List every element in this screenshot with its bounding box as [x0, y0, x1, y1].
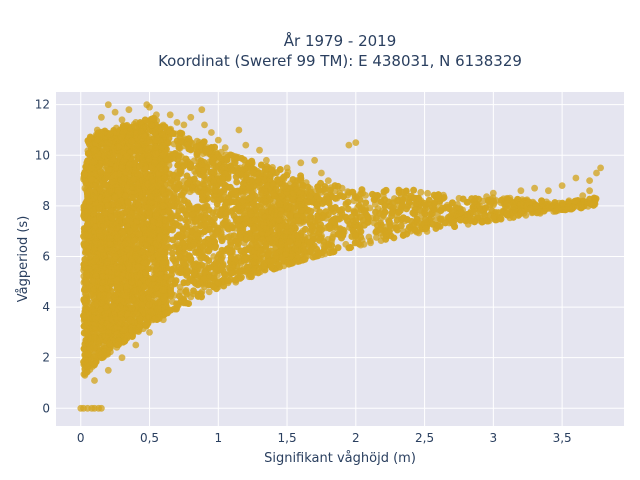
scatter-point [424, 189, 431, 197]
chart-title-line1: År 1979 - 2019 [284, 31, 397, 50]
scatter-point [417, 188, 425, 196]
scatter-point [366, 237, 374, 245]
scatter-point [176, 283, 184, 291]
scatter-point [205, 288, 213, 296]
chart-title-line2: Koordinat (Sweref 99 TM): E 438031, N 61… [158, 52, 522, 70]
grid-lines [56, 92, 624, 426]
data-points [77, 101, 604, 412]
